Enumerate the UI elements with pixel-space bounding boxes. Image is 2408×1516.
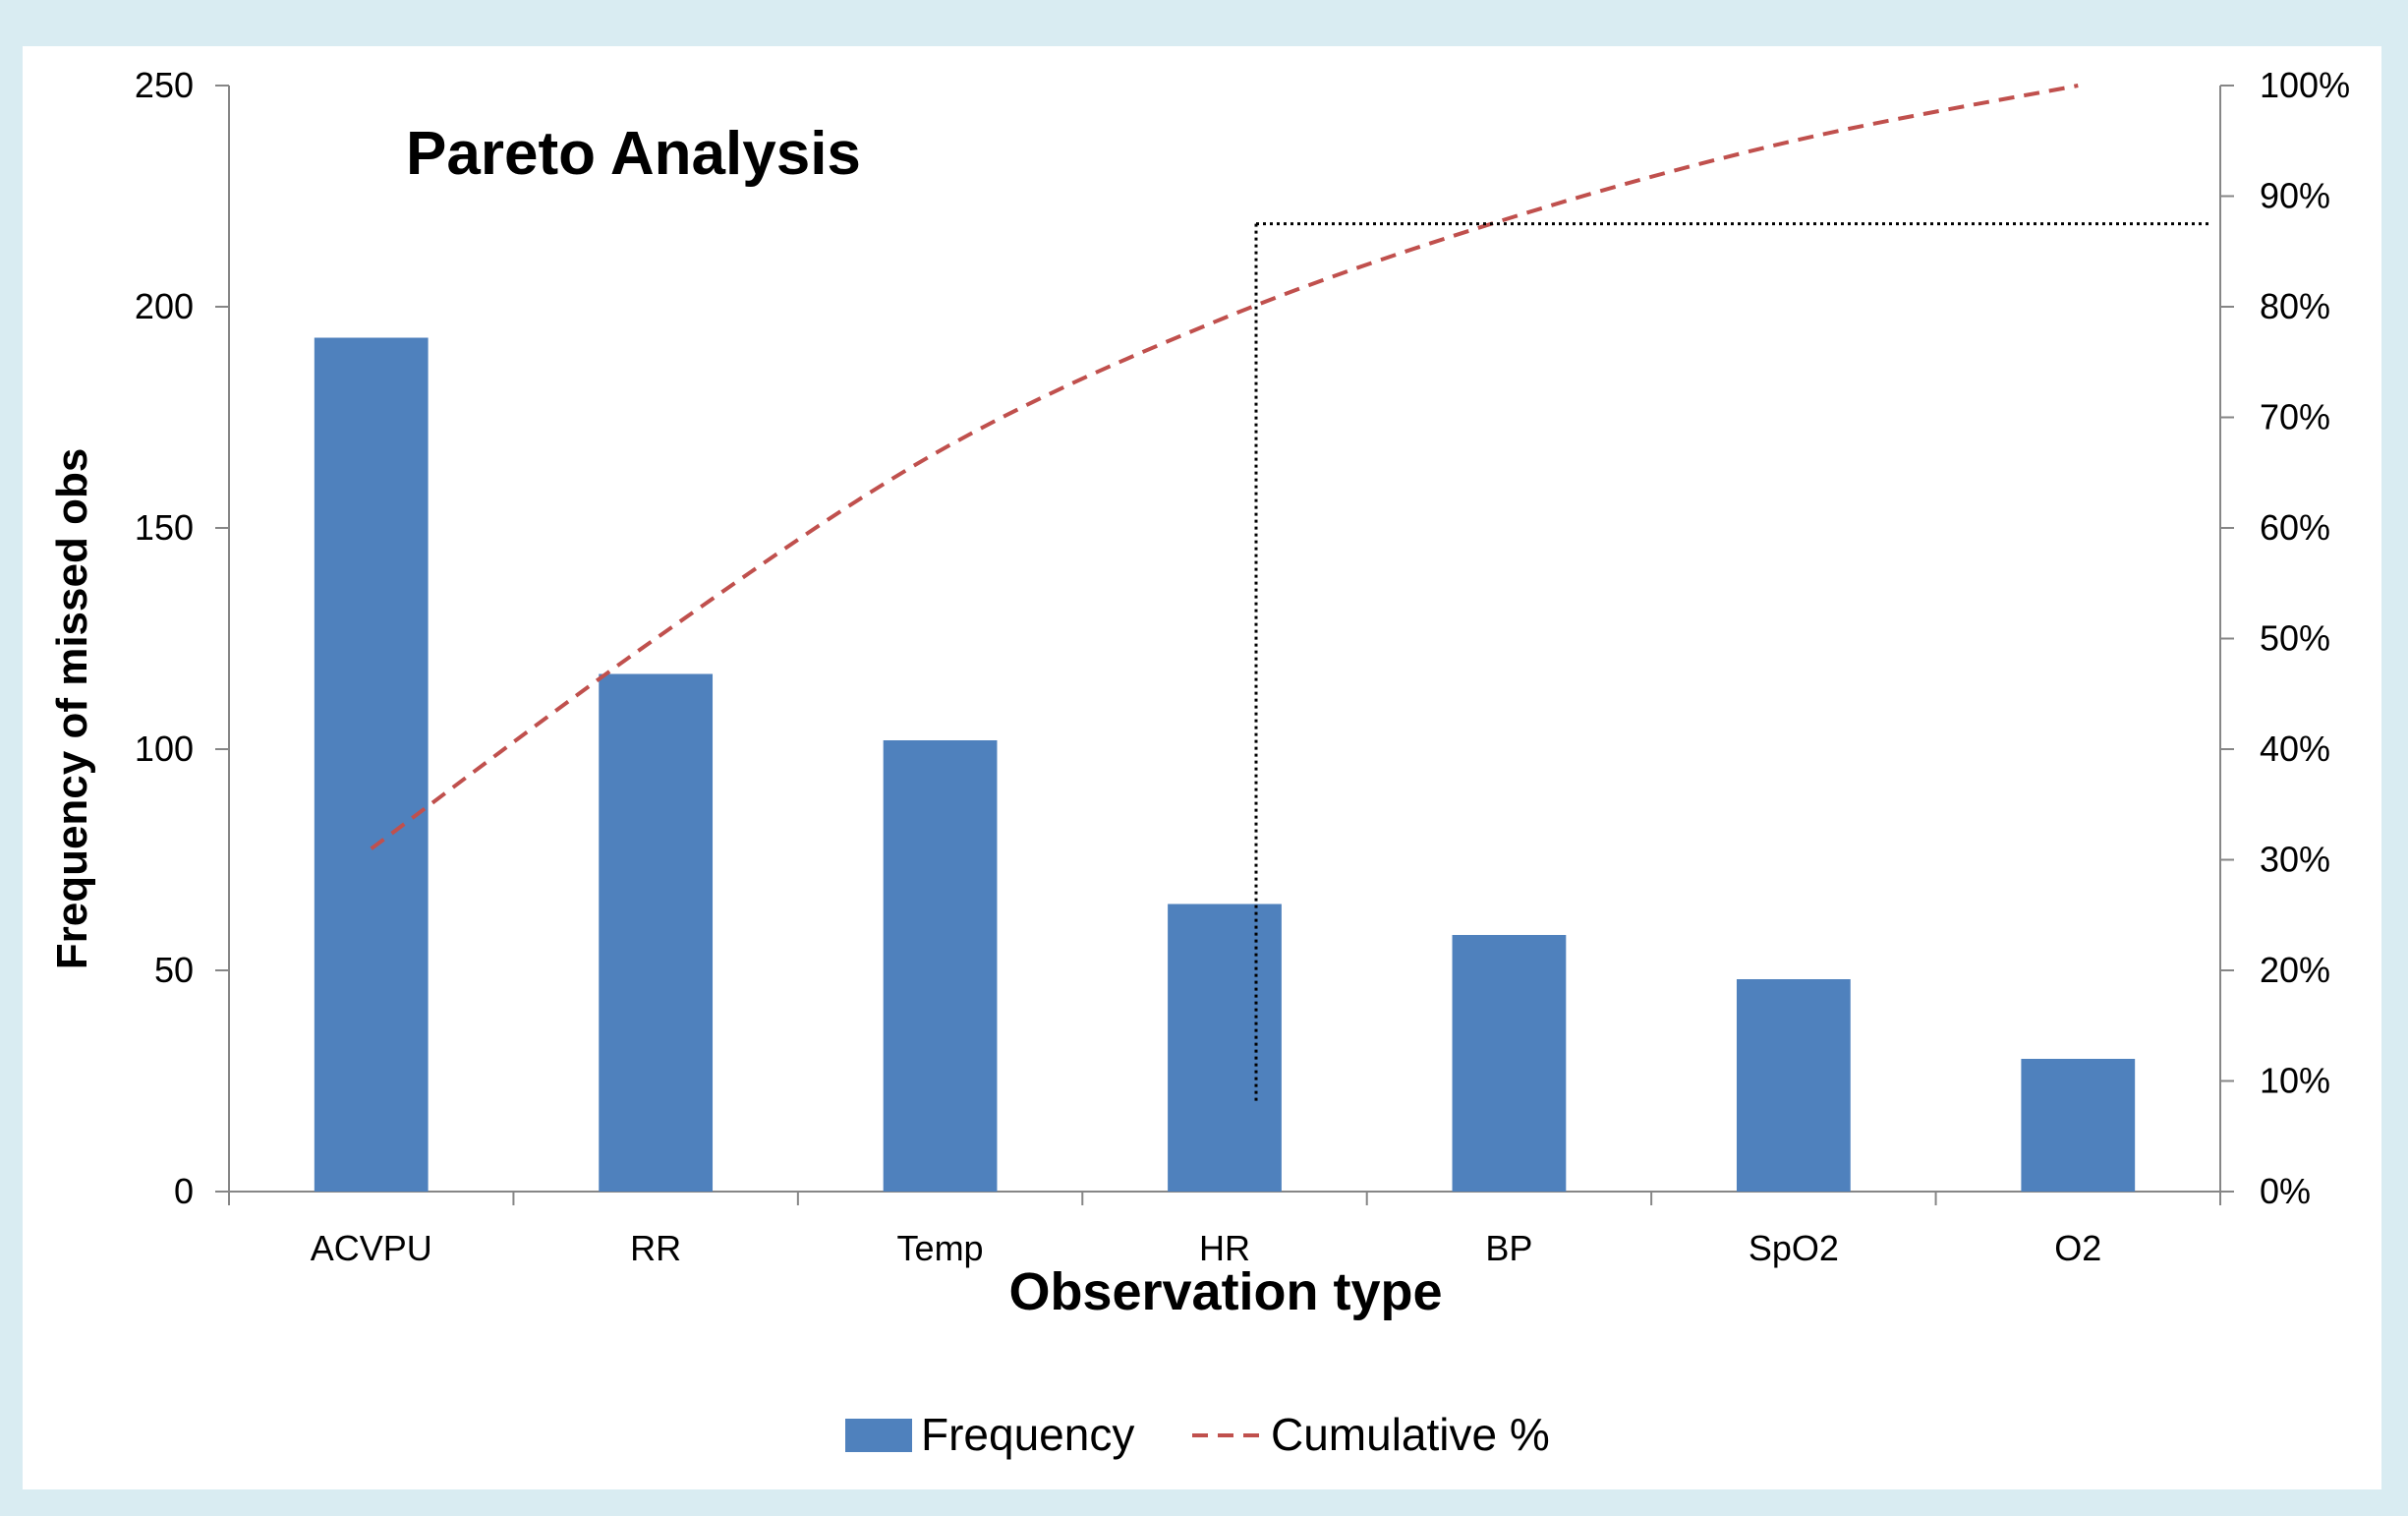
right-y-tick-label: 40% [2260, 729, 2330, 769]
left-y-tick-label: 150 [135, 507, 194, 548]
right-y-tick-label: 70% [2260, 397, 2330, 437]
left-y-tick-label: 250 [135, 65, 194, 105]
bar-o2 [2021, 1059, 2136, 1192]
right-y-tick-label: 0% [2260, 1171, 2311, 1211]
bar-acvpu [314, 337, 429, 1192]
right-y-tick-label: 90% [2260, 176, 2330, 216]
x-tick-label: HR [1199, 1228, 1250, 1268]
x-tick-label: Temp [897, 1228, 984, 1268]
left-y-ticks: 0 50 100 150 200 250 [135, 65, 229, 1211]
pareto-chart: 0 50 100 150 200 250 0% 10% 20% 30% 40% 50% 60% 70% 8… [48, 65, 2350, 1460]
x-axis-title: Observation type [1008, 1262, 1442, 1321]
left-y-tick-label: 0 [174, 1171, 194, 1211]
right-y-tick-label: 80% [2260, 286, 2330, 326]
right-y-tick-label: 100% [2260, 65, 2350, 105]
chart-panel: 0 50 100 150 200 250 0% 10% 20% 30% 40% 50% 60% 70% 8… [23, 46, 2381, 1489]
cumulative-percent-line [370, 84, 2079, 850]
x-ticks: ACVPU RR Temp HR BP SpO2 O2 [228, 1192, 2221, 1268]
legend: Frequency Cumulative % [845, 1409, 1550, 1460]
axes: 0 50 100 150 200 250 0% 10% 20% 30% 40% 50% 60% 70% 8… [135, 65, 2350, 1268]
right-y-ticks: 0% 10% 20% 30% 40% 50% 60% 70% 80% 90% 100% [2220, 65, 2350, 1211]
chart-title: Pareto Analysis [406, 120, 861, 188]
right-y-tick-label: 50% [2260, 618, 2330, 659]
right-y-tick-label: 10% [2260, 1061, 2330, 1101]
x-tick-label: ACVPU [311, 1228, 432, 1268]
bar-spo2 [1736, 979, 1851, 1192]
legend-frequency-swatch [845, 1419, 912, 1452]
x-tick-label: RR [630, 1228, 681, 1268]
pareto-reference-lines [1254, 222, 2210, 1103]
frequency-bars [314, 337, 2136, 1192]
x-tick-label: BP [1485, 1228, 1532, 1268]
bar-bp [1452, 935, 1567, 1192]
right-y-tick-label: 20% [2260, 950, 2330, 990]
left-y-tick-label: 100 [135, 729, 194, 769]
x-tick-label: O2 [2054, 1228, 2101, 1268]
legend-frequency-label: Frequency [921, 1409, 1134, 1460]
left-y-tick-label: 200 [135, 286, 194, 326]
bar-rr [599, 673, 714, 1192]
right-y-tick-label: 60% [2260, 507, 2330, 548]
left-y-tick-label: 50 [154, 950, 194, 990]
bar-hr [1168, 904, 1282, 1192]
legend-cumulative-label: Cumulative % [1271, 1409, 1550, 1460]
x-tick-label: SpO2 [1749, 1228, 1839, 1268]
right-y-tick-label: 30% [2260, 840, 2330, 880]
bar-temp [883, 740, 998, 1192]
y-axis-title: Frequency of missed obs [48, 448, 96, 970]
